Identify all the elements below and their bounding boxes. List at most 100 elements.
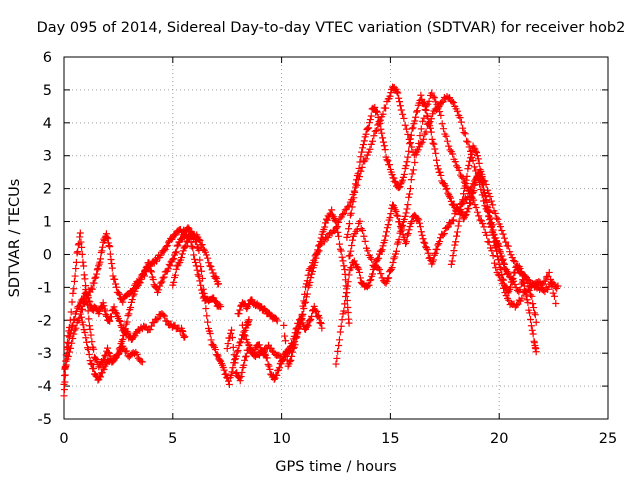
data-point — [236, 377, 244, 385]
data-point — [403, 231, 411, 239]
data-point — [287, 356, 295, 364]
data-point — [376, 265, 384, 273]
data-point — [436, 238, 444, 246]
data-point — [295, 322, 303, 330]
data-point — [172, 265, 180, 273]
data-point — [338, 316, 346, 324]
data-point — [341, 300, 349, 308]
data-point — [428, 89, 436, 97]
data-point — [70, 277, 78, 285]
data-point — [332, 360, 340, 368]
data-point — [426, 124, 434, 132]
data-point — [84, 346, 92, 354]
data-point — [475, 159, 483, 167]
data-point — [424, 249, 432, 257]
data-point — [227, 329, 235, 337]
data-point — [107, 256, 115, 264]
data-point — [361, 237, 369, 245]
data-point — [82, 334, 90, 342]
data-point — [429, 139, 437, 147]
data-point — [439, 125, 447, 133]
data-point — [495, 242, 503, 250]
data-point — [204, 318, 212, 326]
data-point — [425, 97, 433, 105]
data-point — [229, 343, 237, 351]
data-point — [457, 205, 465, 213]
data-point — [358, 163, 366, 171]
data-point — [105, 242, 113, 250]
data-point — [454, 222, 462, 230]
data-point — [404, 230, 412, 238]
data-point — [386, 92, 394, 100]
data-point — [465, 205, 473, 213]
data-point — [106, 243, 114, 251]
data-point — [382, 228, 390, 236]
data-point — [516, 264, 524, 272]
data-point — [483, 231, 491, 239]
data-point — [210, 342, 218, 350]
data-point — [230, 351, 238, 359]
data-point — [170, 255, 178, 263]
data-point — [303, 321, 311, 329]
data-point — [382, 232, 390, 240]
data-point — [286, 358, 294, 366]
data-point — [450, 247, 458, 255]
data-point — [315, 314, 323, 322]
data-point — [147, 267, 155, 275]
data-point — [500, 234, 508, 242]
data-point — [335, 336, 343, 344]
data-point — [408, 170, 416, 178]
data-point — [65, 333, 73, 341]
data-point — [413, 146, 421, 154]
data-series-track-j — [332, 169, 562, 368]
data-point — [103, 234, 111, 242]
data-point — [527, 316, 535, 324]
data-point — [508, 254, 516, 262]
data-point — [554, 282, 562, 290]
data-point — [449, 252, 457, 260]
data-point — [225, 380, 233, 388]
data-point — [448, 257, 456, 265]
data-point — [446, 146, 454, 154]
data-point — [106, 250, 114, 258]
data-point — [521, 288, 529, 296]
data-point — [431, 249, 439, 257]
data-point — [374, 113, 382, 121]
data-point — [367, 140, 375, 148]
data-point — [68, 298, 76, 306]
data-point — [391, 253, 399, 261]
data-point — [421, 106, 429, 114]
data-point — [343, 282, 351, 290]
data-point — [456, 211, 464, 219]
data-point — [237, 373, 245, 381]
data-point — [82, 297, 90, 305]
data-point — [146, 326, 154, 334]
data-point — [532, 348, 540, 356]
data-point — [304, 322, 312, 330]
data-point — [133, 350, 141, 358]
data-point — [91, 354, 99, 362]
chart-title: Day 095 of 2014, Sidereal Day-to-day VTE… — [37, 20, 626, 36]
data-point — [430, 94, 438, 102]
data-point — [61, 378, 69, 386]
data-point — [371, 103, 379, 111]
data-point — [198, 267, 206, 275]
data-point — [157, 251, 165, 259]
data-point — [443, 224, 451, 232]
data-point — [337, 247, 345, 255]
data-point — [489, 201, 497, 209]
data-point — [414, 214, 422, 222]
data-point — [510, 269, 518, 277]
data-point — [302, 280, 310, 288]
data-point — [154, 315, 162, 323]
data-point — [270, 375, 278, 383]
data-point — [241, 332, 249, 340]
data-point — [128, 296, 136, 304]
x-tick-label: 5 — [168, 431, 177, 447]
data-point — [191, 258, 199, 266]
data-point — [449, 150, 457, 158]
data-point — [400, 114, 408, 122]
data-point — [550, 292, 558, 300]
data-point — [77, 238, 85, 246]
data-point — [62, 361, 70, 369]
